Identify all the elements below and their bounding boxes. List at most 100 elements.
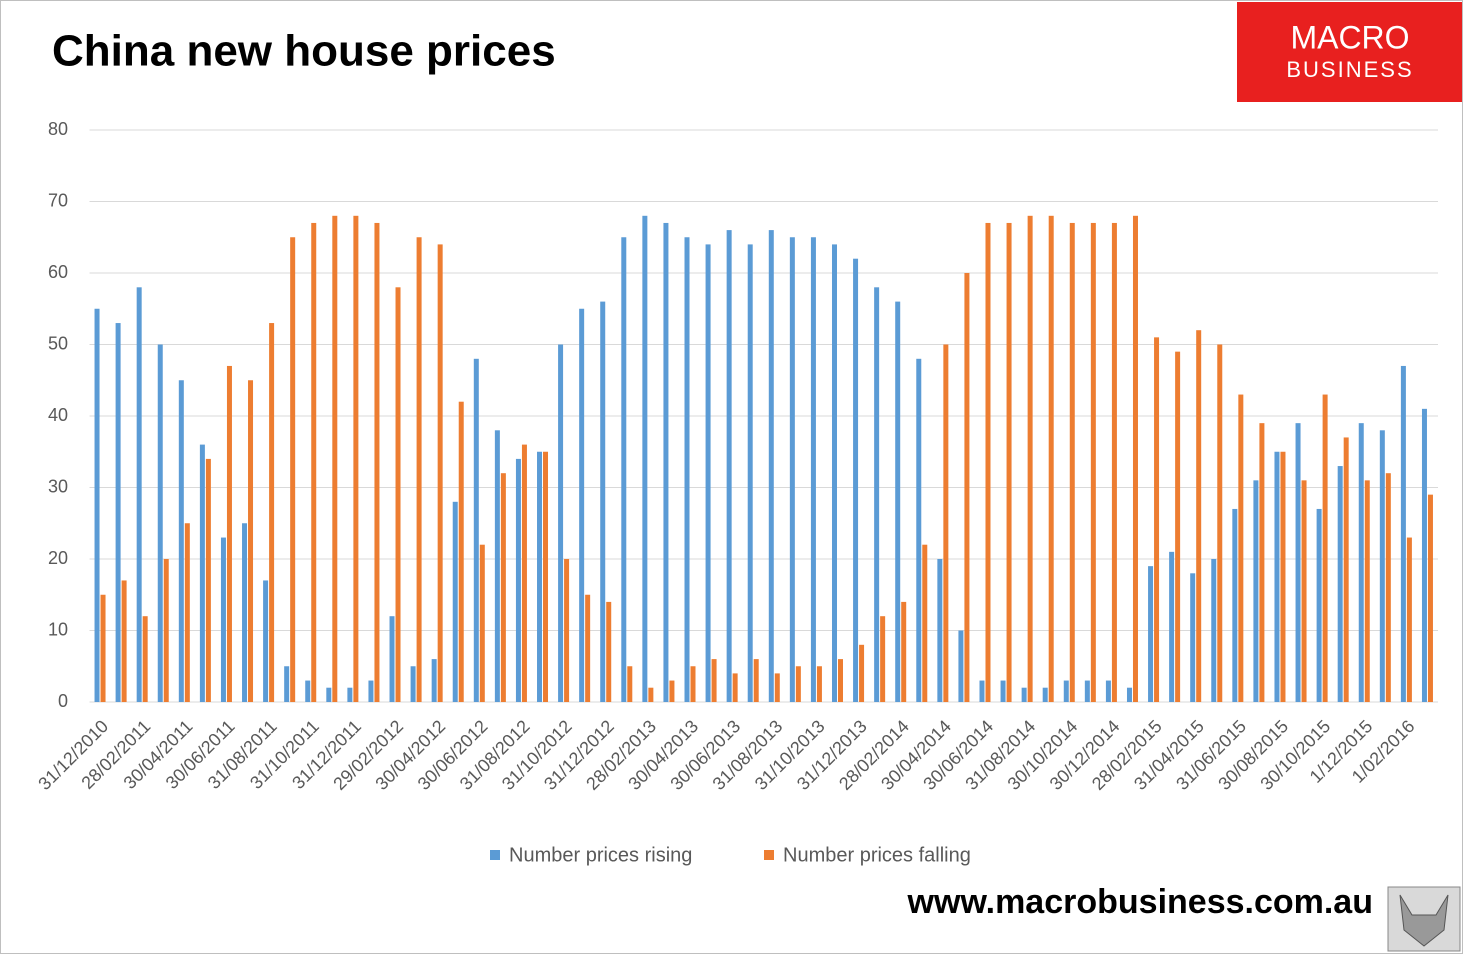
bar (473, 358, 479, 702)
bar (242, 523, 248, 702)
legend-label: Number prices rising (509, 844, 692, 866)
bar (853, 258, 859, 702)
bar (1006, 222, 1012, 702)
bar (263, 580, 269, 702)
bar (416, 237, 422, 702)
bar (1406, 537, 1412, 702)
bar (747, 244, 753, 702)
bar (558, 344, 564, 702)
bar (1148, 566, 1154, 702)
bar (115, 323, 121, 702)
legend-swatch (490, 850, 500, 860)
bar (663, 222, 669, 702)
bar (248, 380, 254, 702)
bar (600, 301, 606, 702)
bar (326, 687, 332, 702)
bar (1132, 215, 1138, 703)
bar (199, 444, 205, 702)
bar (1048, 215, 1054, 703)
y-tick-label: 40 (48, 405, 68, 425)
bar (494, 430, 500, 702)
bar (816, 666, 822, 702)
bar (1232, 508, 1238, 702)
brand-line: MACRO (1290, 19, 1409, 55)
bar (1385, 473, 1391, 702)
bar (1280, 451, 1286, 702)
bar (1358, 423, 1364, 702)
y-tick-label: 70 (48, 190, 68, 210)
bar (1238, 394, 1244, 702)
bar (684, 237, 690, 702)
bar (705, 244, 711, 702)
bar (1090, 222, 1096, 702)
bar (226, 365, 232, 702)
chart-title: China new house prices (52, 27, 556, 76)
bar (922, 544, 928, 702)
bar (880, 616, 886, 702)
bar (895, 301, 901, 702)
bar (627, 666, 633, 702)
bar (1111, 222, 1117, 702)
bar (1190, 573, 1196, 702)
bar (515, 458, 521, 702)
bar (1021, 687, 1027, 702)
bar (711, 659, 717, 702)
bar (290, 237, 296, 702)
bar (537, 451, 543, 702)
bar (100, 594, 106, 702)
bar (789, 237, 795, 702)
y-tick-label: 80 (48, 119, 68, 139)
y-tick-label: 30 (48, 476, 68, 496)
source: www.macrobusiness.com.au (907, 883, 1373, 921)
bar (732, 673, 738, 702)
bar (157, 344, 163, 702)
bar (810, 237, 816, 702)
bar (585, 594, 591, 702)
bar (178, 380, 184, 702)
bar (284, 666, 290, 702)
bar (437, 244, 443, 702)
bar (985, 222, 991, 702)
legend-swatch (764, 850, 774, 860)
bar (1301, 480, 1307, 702)
y-tick-label: 20 (48, 548, 68, 568)
bar (311, 222, 317, 702)
bar (1105, 680, 1111, 702)
bar (768, 230, 774, 702)
bar (937, 559, 943, 702)
bar (1427, 494, 1433, 702)
bar (964, 273, 970, 702)
bar (774, 673, 780, 702)
legend-label: Number prices falling (783, 844, 971, 866)
bar (795, 666, 801, 702)
y-tick-label: 0 (58, 691, 68, 711)
bar (901, 601, 907, 702)
bar (458, 401, 464, 702)
bar (1175, 351, 1181, 702)
fox-logo (1399, 894, 1449, 947)
bar (916, 358, 922, 702)
bar (479, 544, 485, 702)
bar (1316, 508, 1322, 702)
bar (621, 237, 627, 702)
bar (1169, 551, 1175, 702)
bar (1217, 344, 1223, 702)
bar (220, 537, 226, 702)
bar (726, 230, 732, 702)
bar (1364, 480, 1370, 702)
bar (1400, 365, 1406, 702)
bar (1154, 337, 1160, 702)
bar (332, 215, 338, 703)
bar (979, 680, 985, 702)
bar (1126, 687, 1132, 702)
bar (374, 222, 380, 702)
bar (831, 244, 837, 702)
y-tick-label: 10 (48, 619, 68, 639)
bar (1211, 559, 1217, 702)
bar (837, 659, 843, 702)
bar (753, 659, 759, 702)
bar (353, 215, 359, 703)
bar (1343, 437, 1349, 702)
bar (94, 308, 100, 702)
